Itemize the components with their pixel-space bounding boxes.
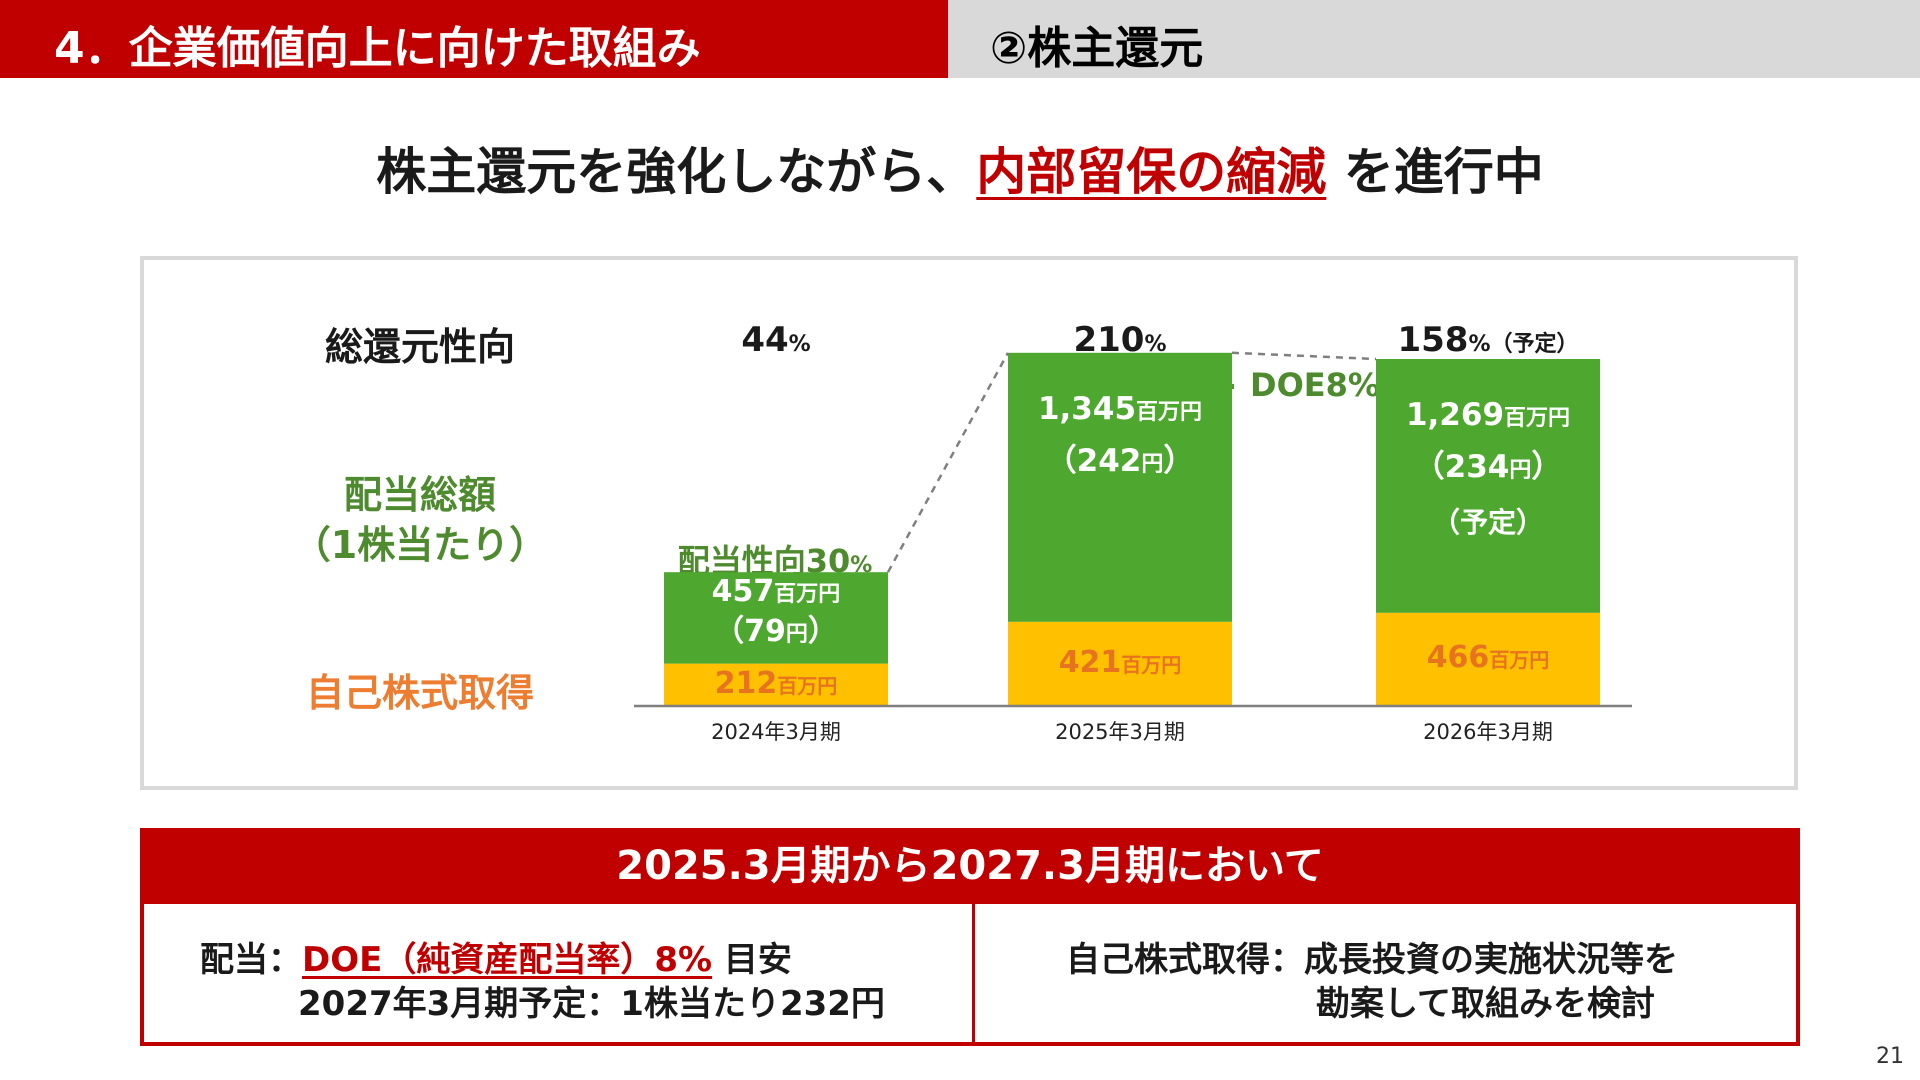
bar-buyback-1 <box>1008 621 1232 706</box>
per-share-label-1-unit: 円 <box>1141 451 1164 477</box>
chart-frame <box>140 256 1798 790</box>
per-share-label-0-close: ） <box>807 614 838 650</box>
payout-ratio-unit: % <box>850 553 873 578</box>
header-title-bar <box>0 0 948 78</box>
per-share-label-1: （242円） <box>1010 435 1230 480</box>
connector-line-1 <box>1231 351 1377 361</box>
dividend-value-label-1-value: 1,345 <box>1037 390 1137 427</box>
row-label-dividend: 配当総額 （1株当たり） <box>280 470 560 570</box>
buyback-value-label-2: 466百万円 <box>1378 640 1598 675</box>
buyback-value-label-1: 421百万円 <box>1010 645 1230 680</box>
buyback-value-label-0-unit: 百万円 <box>777 673 838 698</box>
dividend-value-label-2-value: 1,269 <box>1405 397 1505 433</box>
policy-dividend-after: 目安 <box>712 940 792 980</box>
forecast-label-2: （予定） <box>1378 501 1598 541</box>
connector-line-0 <box>886 352 1010 573</box>
total-return-ratio-2-forecast: （予定） <box>1490 332 1579 357</box>
total-return-ratio-0-unit: % <box>788 332 811 357</box>
buyback-value-label-0-value: 212 <box>714 665 778 701</box>
policy-heading: 2025.3月期から2027.3月期において <box>140 828 1800 904</box>
per-share-label-1-value: （242 <box>1045 442 1142 479</box>
x-tick-label-0: 2024年3月期 <box>666 716 886 746</box>
buyback-value-label-2-unit: 百万円 <box>1489 648 1550 673</box>
total-return-ratio-2-unit: % <box>1468 332 1491 357</box>
headline-before: 株主還元を強化しながら、 <box>376 143 977 201</box>
total-return-ratio-2: 158%（予定） <box>1358 320 1618 360</box>
per-share-label-0-unit: 円 <box>785 622 808 648</box>
row-label-total-return-ratio: 総還元性向 <box>324 325 515 369</box>
x-tick-label-2: 2026年3月期 <box>1378 716 1598 746</box>
dividend-value-label-2: 1,269百万円 <box>1378 397 1598 433</box>
dividend-value-label-0: 457百万円 <box>666 574 886 609</box>
bar-dividend-1 <box>1008 352 1232 622</box>
bar-dividend-0 <box>664 572 888 664</box>
per-share-label-0: （79円） <box>666 606 886 650</box>
buyback-value-label-1-value: 421 <box>1058 644 1122 680</box>
buyback-value-label-0: 212百万円 <box>666 666 886 701</box>
per-share-label-2: （234円） <box>1378 441 1598 486</box>
policy-divider <box>972 904 975 1046</box>
total-return-ratio-1-unit: % <box>1144 332 1167 357</box>
bar-buyback-0 <box>664 663 888 706</box>
policy-doe-highlight: DOE（純資産配当率）8% <box>302 940 713 980</box>
bar-buyback-2 <box>1376 612 1600 706</box>
per-share-label-2-close: ） <box>1531 449 1563 485</box>
policy-dividend-line1: 配当：DOE（純資産配当率）8% 目安 <box>200 932 792 981</box>
x-tick-label-2-text: 2026年3月期 <box>1423 720 1553 744</box>
page-title: 4．企業価値向上に向けた取組み <box>54 23 701 74</box>
headline-after: を進行中 <box>1326 143 1544 201</box>
headline-highlight: 内部留保の縮減 <box>976 143 1327 201</box>
total-return-ratio-1-value: 210 <box>1073 320 1145 360</box>
policy-dividend-line2: 2027年3月期予定：1株当たり232円 <box>298 984 885 1024</box>
dividend-value-label-1-unit: 百万円 <box>1136 399 1203 425</box>
buyback-value-label-2-value: 466 <box>1426 640 1490 676</box>
total-return-ratio-1: 210% <box>990 320 1250 360</box>
total-return-ratio-2-value: 158 <box>1397 320 1469 360</box>
total-return-ratio-0: 44% <box>646 320 906 360</box>
buyback-value-label-1-unit: 百万円 <box>1121 652 1182 677</box>
x-tick-label-0-text: 2024年3月期 <box>711 720 841 744</box>
policy-dividend-label: 配当： <box>200 940 302 980</box>
total-return-ratio-0-value: 44 <box>741 320 789 360</box>
per-share-label-2-unit: 円 <box>1509 458 1532 483</box>
policy-buyback-line2: 勘案して取組みを検討 <box>1316 984 1655 1024</box>
dividend-value-label-0-unit: 百万円 <box>774 582 841 608</box>
dividend-value-label-2-unit: 百万円 <box>1504 406 1571 431</box>
dividend-value-label-1: 1,345百万円 <box>1010 391 1230 427</box>
per-share-label-0-value: （79 <box>714 614 786 650</box>
x-tick-label-1-text: 2025年3月期 <box>1055 720 1185 744</box>
bar-dividend-2 <box>1376 359 1600 613</box>
row-label-dividend-line2: （1株当たり） <box>292 523 548 567</box>
forecast-label-2-text: （予定） <box>1431 506 1544 539</box>
header-subtitle-bar <box>948 0 1920 78</box>
dividend-value-label-0-value: 457 <box>711 574 775 610</box>
doe-annotation: DOE8% <box>1250 366 1380 404</box>
page-number: 21 <box>1876 1044 1904 1069</box>
per-share-label-1-close: ） <box>1163 442 1195 479</box>
policy-buyback-line1: 自己株式取得：成長投資の実施状況等を <box>1066 940 1678 980</box>
per-share-label-2-value: （234 <box>1413 449 1510 485</box>
row-label-buyback: 自己株式取得 <box>305 671 534 715</box>
headline: 株主還元を強化しながら、内部留保の縮減 を進行中 <box>0 132 1920 204</box>
row-label-dividend-line1: 配当総額 <box>343 473 496 517</box>
section-subtitle: ②株主還元 <box>990 23 1204 74</box>
x-tick-label-1: 2025年3月期 <box>1010 716 1230 746</box>
